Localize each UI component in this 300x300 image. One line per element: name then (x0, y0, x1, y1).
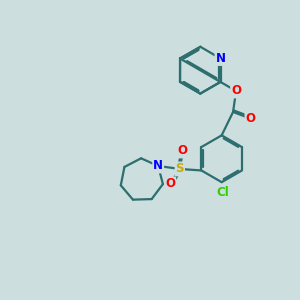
Text: S: S (176, 163, 184, 176)
Text: O: O (245, 112, 256, 125)
Text: N: N (215, 52, 226, 65)
Text: O: O (231, 85, 241, 98)
Text: O: O (178, 145, 188, 158)
Text: O: O (165, 178, 175, 190)
Text: Cl: Cl (216, 186, 229, 199)
Text: N: N (153, 160, 163, 172)
